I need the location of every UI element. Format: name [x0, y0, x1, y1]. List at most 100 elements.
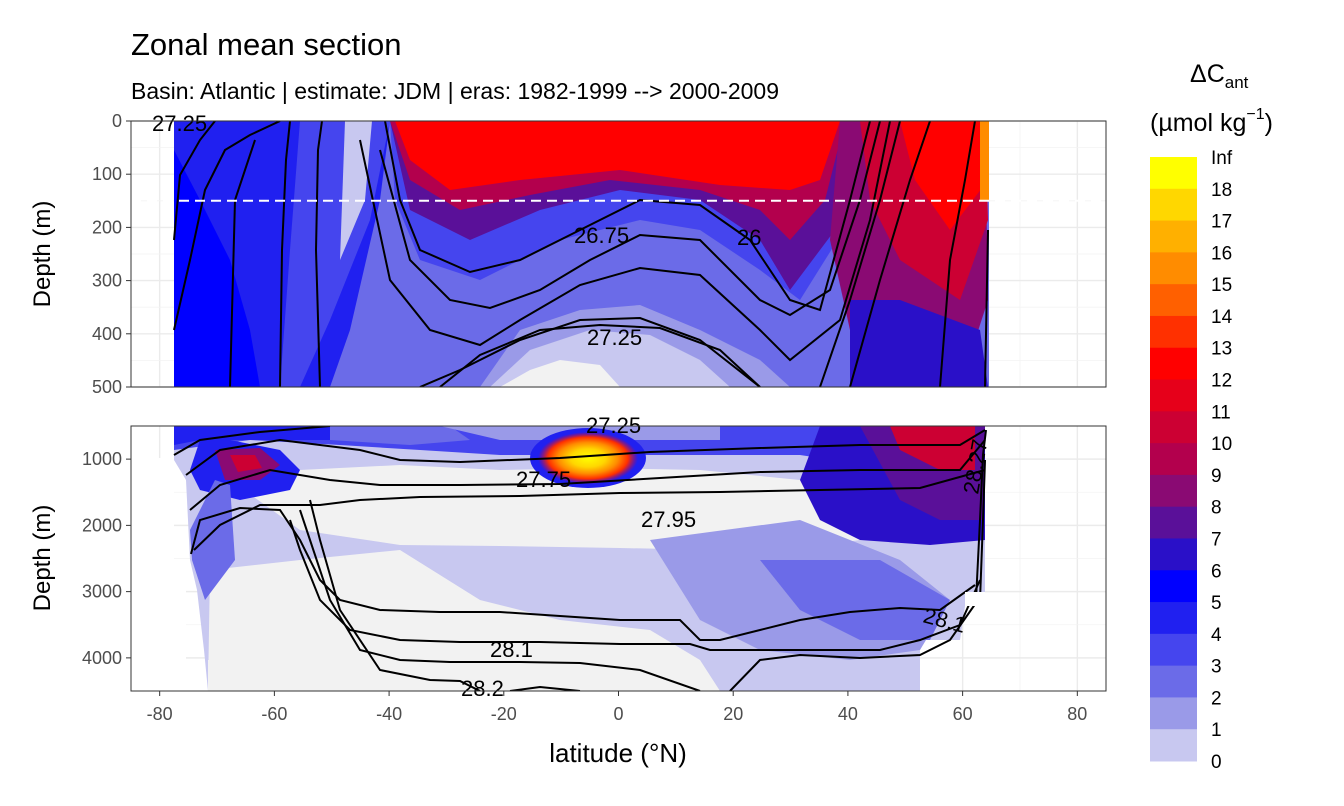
- upper-field-region: [980, 121, 989, 201]
- isopycnal: [229, 139, 256, 387]
- lower-panel: 27.25 27.75 27.95 28.1 28.2 28.1 28.27 1…: [82, 413, 1107, 701]
- legend-swatch: [1150, 379, 1197, 412]
- legend-unit-main: (µmol kg: [1150, 109, 1246, 137]
- lower-field-region: [174, 426, 330, 445]
- legend-label: 0: [1211, 752, 1222, 773]
- legend-label: 7: [1211, 529, 1222, 550]
- lower-isopycnals: [173, 426, 987, 691]
- lower-field-region: [330, 426, 470, 445]
- upper-field-region: [395, 121, 840, 190]
- x-tick-label: -60: [261, 704, 287, 724]
- y-axis-label-upper: Depth (m): [29, 201, 56, 308]
- legend-swatch: [1150, 157, 1197, 190]
- legend-label: 15: [1211, 275, 1232, 296]
- legend-swatch: [1150, 697, 1197, 730]
- upper-field: [173, 121, 989, 387]
- isopycnal: [979, 459, 986, 601]
- legend-swatch: [1150, 665, 1197, 698]
- isopycnal: [185, 429, 986, 476]
- upper-field-region: [850, 300, 988, 387]
- upper-y-axis: 0 100 200 300 400 500: [92, 111, 131, 397]
- legend-label: Inf: [1211, 148, 1233, 169]
- legend-label: 17: [1211, 212, 1232, 233]
- y-tick-label: 2000: [82, 515, 122, 535]
- legend-swatch: [1150, 443, 1197, 476]
- isopycnal: [729, 599, 979, 691]
- legend-label: 9: [1211, 466, 1222, 487]
- upper-panel-border: [130, 120, 1107, 388]
- isopycnal: [439, 323, 761, 387]
- lower-field-region: [890, 426, 975, 470]
- x-tick-label: 40: [838, 704, 858, 724]
- y-tick-label: 500: [92, 377, 122, 397]
- x-axis-label: latitude (°N): [549, 738, 687, 768]
- legend-swatch: [1150, 188, 1197, 222]
- legend-swatch: [1150, 570, 1197, 603]
- x-tick-label: -40: [376, 704, 402, 724]
- isopycnal: [975, 429, 987, 601]
- lower-field-region: [208, 660, 508, 691]
- legend-swatch: [1150, 602, 1197, 635]
- y-tick-label: 100: [92, 164, 122, 184]
- upper-field-region: [900, 121, 988, 230]
- contour-label: 26: [737, 225, 761, 250]
- colorbar-legend: ΔCant (µmol kg−1) Inf1817161514131211109…: [1150, 60, 1273, 773]
- legend-swatch: [1150, 633, 1197, 667]
- hotspot: [538, 432, 638, 484]
- legend-swatch: [1150, 474, 1197, 508]
- legend-title: ΔCant: [1190, 60, 1249, 92]
- legend-swatch: [1150, 411, 1197, 444]
- isopycnal: [384, 121, 871, 312]
- y-tick-label: 3000: [82, 582, 122, 602]
- legend-swatch: [1150, 315, 1197, 349]
- upper-field-region: [500, 360, 620, 387]
- y-axis-label-lower: Depth (m): [29, 505, 56, 612]
- x-tick-label: -80: [147, 704, 173, 724]
- isopycnal: [849, 121, 931, 387]
- legend-label: 10: [1211, 434, 1232, 455]
- isopycnal: [173, 426, 331, 456]
- isopycnal: [359, 121, 891, 362]
- lower-field-region: [230, 455, 262, 472]
- lower-mask: [174, 560, 186, 691]
- legend-swatch: [1150, 252, 1197, 285]
- legend-swatch: [1150, 220, 1197, 253]
- contour-label: 27.95: [641, 507, 696, 532]
- lower-y-axis: 1000 2000 3000 4000: [82, 449, 131, 668]
- x-tick-label: 20: [723, 704, 743, 724]
- legend-label: 2: [1211, 688, 1222, 709]
- x-tick-label: 0: [613, 704, 623, 724]
- legend-label: 13: [1211, 339, 1232, 360]
- chart-title: Zonal mean section: [131, 27, 402, 62]
- x-tick-label: 80: [1067, 704, 1087, 724]
- lower-field-region: [300, 550, 720, 691]
- legend-label: 3: [1211, 657, 1222, 678]
- x-tick-label: -20: [491, 704, 517, 724]
- legend-label: 14: [1211, 307, 1233, 328]
- x-tick-label: 60: [953, 704, 973, 724]
- contour-label: 27.25: [587, 325, 642, 350]
- contour-label: 28.1: [490, 637, 533, 662]
- legend-label: 6: [1211, 561, 1222, 582]
- upper-contour-labels: 27.25 26.75 26 27.25: [152, 111, 761, 350]
- isopycnal: [819, 121, 901, 387]
- upper-field-region: [174, 150, 260, 387]
- contour-label: 26.75: [574, 223, 629, 248]
- isopycnal: [379, 121, 881, 317]
- isopycnal: [299, 509, 701, 691]
- isopycnal: [173, 121, 216, 241]
- legend-unit-sup: −1: [1246, 106, 1264, 123]
- y-tick-label: 300: [92, 271, 122, 291]
- legend-label: 4: [1211, 625, 1222, 646]
- lower-mask: [965, 592, 985, 606]
- isopycnal: [173, 121, 281, 331]
- isopycnal: [939, 121, 976, 387]
- legend-swatch: [1150, 284, 1197, 317]
- x-axis: -80 -60 -40 -20 0 20 40 60 80: [147, 691, 1087, 724]
- y-tick-label: 4000: [82, 648, 122, 668]
- lower-mask: [131, 458, 174, 691]
- legend-label: 16: [1211, 243, 1232, 264]
- contour-label: 27.75: [516, 467, 571, 492]
